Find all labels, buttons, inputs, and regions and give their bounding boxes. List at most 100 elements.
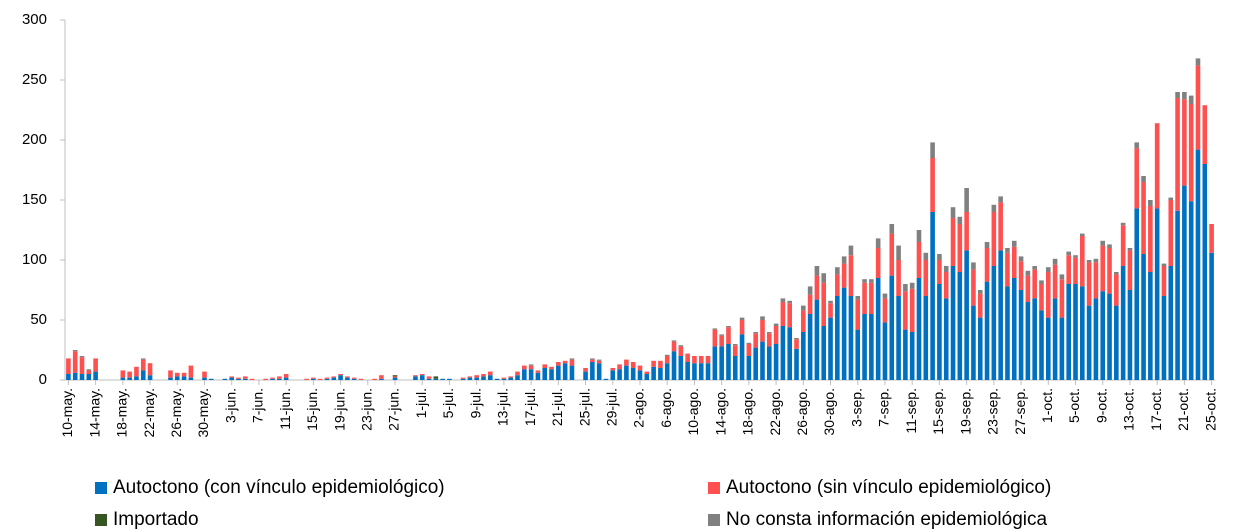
bar-segment	[943, 266, 949, 272]
bar-segment	[1148, 272, 1153, 380]
bar-segment	[460, 378, 466, 380]
bar-segment	[807, 294, 813, 314]
bar-segment	[270, 378, 275, 380]
x-tick-label: 30-ago.	[821, 388, 837, 435]
bar-segment	[828, 300, 833, 304]
bar-segment	[943, 272, 949, 299]
bar-segment	[916, 278, 922, 380]
x-tick-label: 6-ago.	[658, 388, 674, 428]
x-tick-label: 26-ago.	[794, 388, 810, 435]
bar-segment	[372, 378, 377, 380]
bar-segment	[814, 299, 820, 380]
bar-segment	[732, 356, 738, 380]
bar-segment	[1134, 142, 1140, 149]
bar-segment	[1161, 296, 1167, 380]
bar-segment	[624, 359, 629, 366]
bar-segment	[828, 303, 833, 318]
bar-segment	[658, 368, 663, 380]
bar-segment	[338, 375, 343, 380]
x-tick-label: 27-jun.	[386, 388, 402, 431]
bar-segment	[889, 275, 895, 380]
bar-segment	[698, 356, 704, 364]
bar-segment	[556, 362, 561, 366]
bar-segment	[787, 300, 793, 304]
bar-segment	[909, 332, 915, 380]
bar-segment	[903, 329, 908, 380]
legend-label: Autoctono (sin vínculo epidemiológico)	[726, 477, 1051, 498]
bar-segment	[1168, 200, 1174, 266]
bar-segment	[1018, 261, 1024, 290]
bar-segment	[522, 365, 527, 370]
bar-segment	[1011, 278, 1017, 380]
bar-segment	[923, 252, 929, 260]
bar-segment	[807, 286, 813, 295]
bar-segment	[440, 378, 445, 380]
bar-segment	[433, 378, 439, 380]
bar-segment	[515, 371, 520, 376]
legend-swatch	[708, 514, 720, 526]
x-tick-label: 5-jul.	[440, 388, 456, 418]
x-tick-label: 27-sep.	[1012, 388, 1028, 435]
x-tick-label: 3-sep.	[848, 388, 864, 427]
bar-segment	[1073, 257, 1078, 284]
bar-segment	[1032, 298, 1037, 380]
bar-segment	[467, 377, 473, 380]
bar-segment	[937, 260, 942, 284]
bar-segment	[746, 356, 752, 380]
bar-segment	[930, 158, 935, 212]
legend-swatch	[708, 482, 720, 494]
bar-segment	[950, 266, 956, 380]
bar-segment	[637, 370, 643, 380]
bar-segment	[222, 378, 228, 380]
bar-segment	[1148, 206, 1153, 272]
bar-segment	[1182, 185, 1187, 380]
x-tick-label: 21-jul.	[549, 388, 565, 426]
bar-segment	[351, 377, 357, 379]
bar-segment	[801, 332, 806, 380]
bar-segment	[1025, 302, 1031, 380]
bar-segment	[977, 293, 983, 318]
bar-segment	[1134, 148, 1140, 209]
bar-segment	[1154, 123, 1160, 209]
y-tick-label: 150	[22, 191, 47, 208]
bar-segment	[229, 377, 235, 380]
bar-segment	[174, 372, 180, 377]
bar-segment	[1100, 240, 1106, 246]
bar-segment	[72, 351, 78, 373]
bar-segment	[1093, 298, 1099, 380]
bar-segment	[515, 375, 520, 380]
bar-segment	[596, 359, 602, 361]
bar-segment	[583, 371, 588, 380]
bar-segment	[794, 348, 799, 380]
bar-segment	[930, 212, 935, 380]
bar-segment	[712, 328, 718, 330]
bar-segment	[1182, 99, 1187, 186]
x-tick-label: 23-jun.	[359, 388, 375, 431]
bar-segment	[692, 356, 697, 364]
bar-segment	[283, 377, 289, 380]
x-tick-label: 22-may.	[141, 388, 157, 438]
bar-segment	[991, 266, 997, 380]
bar-segment	[835, 274, 840, 296]
bar-segment	[705, 363, 711, 380]
bar-segment	[569, 365, 575, 380]
legend-label: Importado	[113, 509, 199, 530]
bar-segment	[1107, 244, 1112, 248]
bar-segment	[692, 363, 697, 380]
bar-segment	[760, 341, 765, 380]
bar-segment	[855, 296, 861, 300]
bar-segment	[991, 204, 997, 212]
bar-segment	[1100, 291, 1106, 380]
bar-segment	[685, 353, 690, 362]
bar-segment	[202, 377, 207, 380]
bar-segment	[311, 377, 316, 379]
bar-segment	[896, 245, 901, 260]
x-tick-label: 15-jun.	[304, 388, 320, 431]
bar-segment	[937, 284, 942, 380]
bar-segment	[1011, 240, 1017, 247]
x-tick-label: 5-oct.	[1066, 388, 1082, 423]
bar-segment	[760, 316, 765, 320]
bar-segment	[1148, 200, 1153, 206]
bar-segment	[937, 254, 942, 260]
